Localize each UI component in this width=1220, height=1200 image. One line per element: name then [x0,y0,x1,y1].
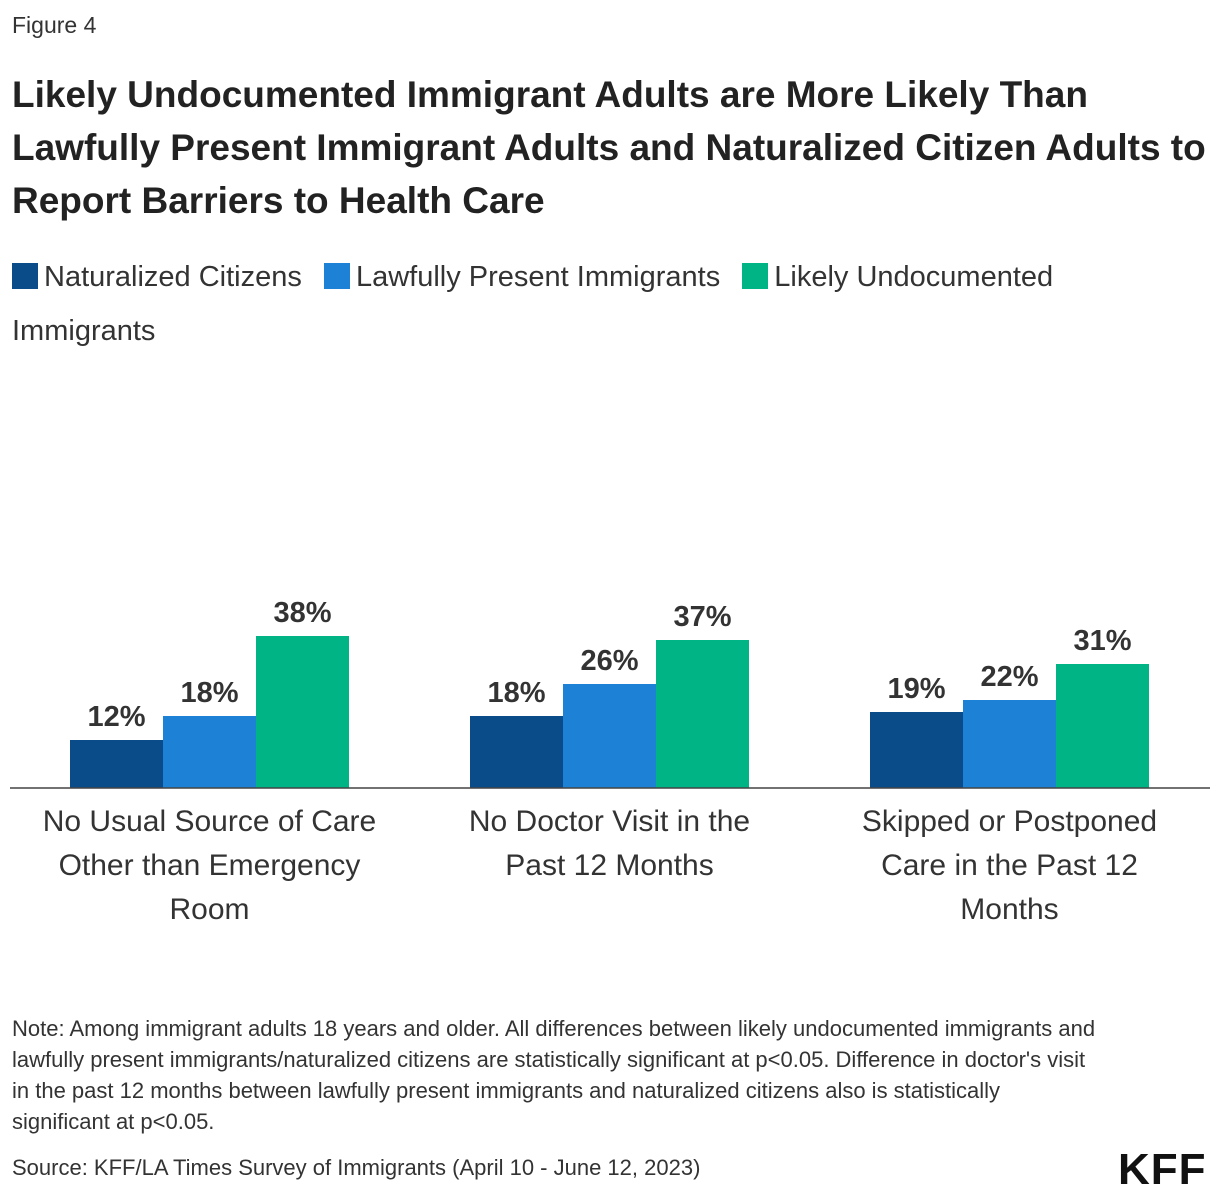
bar-s0-c2 [870,712,963,788]
bar-s1-c0 [163,716,256,788]
category-label-c2-l2: Months [960,893,1058,926]
bar-s0-c1 [470,716,563,788]
data-label-s2-c2: 31% [1073,625,1131,657]
category-label-c0-l0: No Usual Source of Care [43,805,377,838]
legend-item-undocumented: Likely Undocumented Immigrants [12,261,1053,347]
legend-swatch-lawfully-present [323,263,350,289]
bar-chart: 12% 18% 19% 18% 26% 22% 38% 37% 31% No Usual Sour… [10,597,1210,926]
legend-item-lawfully-present: Lawfully Present Immigrants [323,261,721,293]
chart-title: Likely Undocumented Immigrant Adults are… [12,74,1206,221]
bar-s2-c2 [1056,664,1149,788]
data-label-s1-c2: 22% [980,661,1038,693]
category-label-c0-l1: Other than Emergency [59,849,361,882]
bar-s2-c0 [256,636,349,788]
data-label-s2-c1: 37% [673,601,731,633]
bar-s0-c0 [70,740,163,788]
legend-swatch-undocumented [742,263,769,289]
category-label-c2-l1: Care in the Past 12 [881,849,1138,882]
legend-label-lawfully-present: Lawfully Present Immigrants [355,261,721,293]
figure-label: Figure 4 [12,12,97,38]
data-label-s1-c0: 18% [180,677,238,709]
kff-logo: KFF [1118,1145,1207,1194]
category-label-c0-l2: Room [169,893,249,926]
legend-item-naturalized: Naturalized Citizens [12,261,302,293]
chart-source: Source: KFF/LA Times Survey of Immigrant… [12,1155,701,1180]
data-label-s1-c1: 26% [580,645,638,677]
data-label-s2-c0: 38% [273,597,331,629]
category-label-c2-l0: Skipped or Postponed [862,805,1157,838]
category-label-c1-l0: No Doctor Visit in the [469,805,750,838]
bar-s2-c1 [656,640,749,788]
legend-label-naturalized: Naturalized Citizens [44,261,302,293]
legend-swatch-naturalized [12,263,38,289]
bar-s1-c2 [963,700,1056,788]
data-label-s0-c2: 19% [887,673,945,705]
legend: Naturalized Citizens Lawfully Present Im… [12,250,1212,358]
legend-label-undocumented: Likely Undocumented Immigrants [12,261,1054,347]
data-label-s0-c0: 12% [87,701,145,733]
category-label-c1-l1: Past 12 Months [505,849,713,882]
data-label-s0-c1: 18% [487,677,545,709]
chart-note: Note: Among immigrant adults 18 years an… [12,1016,1096,1134]
bar-s1-c1 [563,684,656,788]
